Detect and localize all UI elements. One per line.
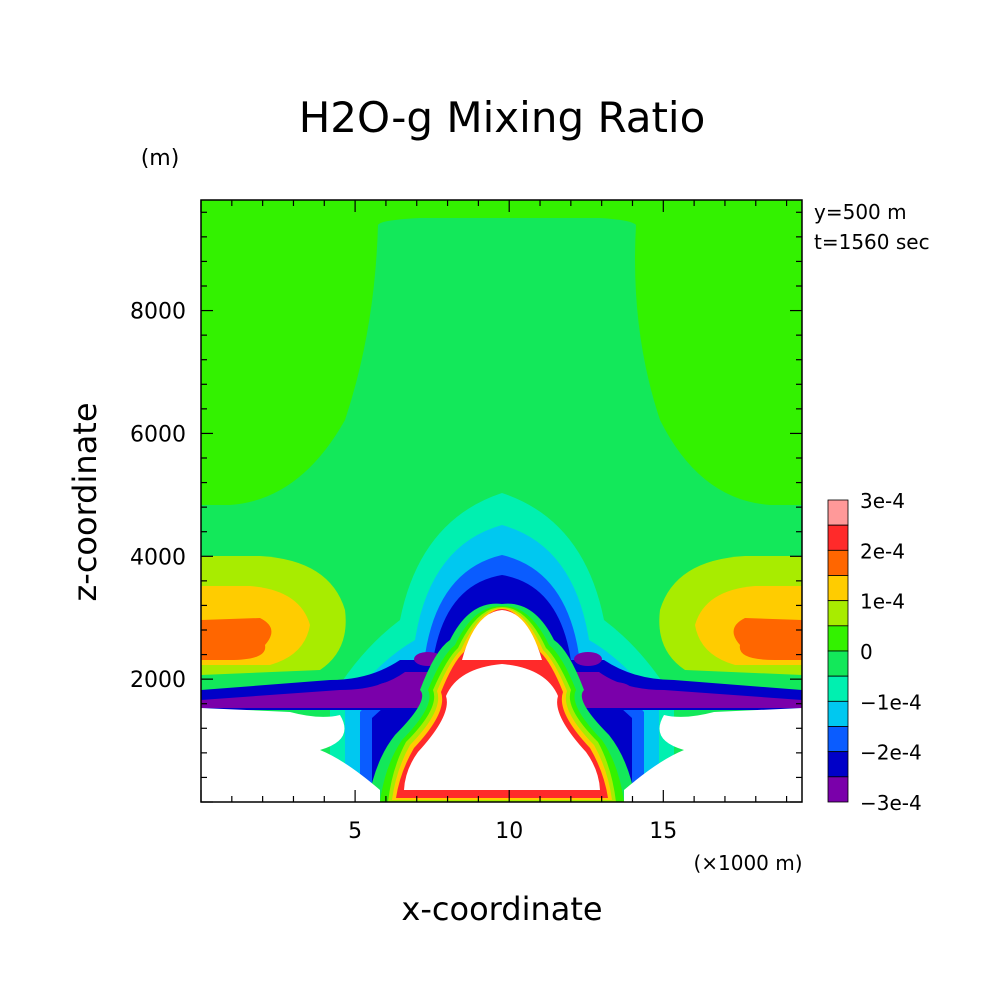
x-unit-label: (×1000 m) xyxy=(693,851,802,875)
y-tick-label: 8000 xyxy=(130,300,186,325)
chart-title: H2O-g Mixing Ratio xyxy=(299,93,706,142)
left-undefined xyxy=(201,708,380,802)
y-unit-label: (m) xyxy=(141,146,180,171)
plot-area xyxy=(201,200,802,802)
annotation-t: t=1560 sec xyxy=(814,230,930,254)
right-undefined xyxy=(624,708,802,802)
colorbar-swatch xyxy=(827,549,849,576)
colorbar-label: −2e-4 xyxy=(860,741,922,765)
colorbar-swatch xyxy=(827,650,849,677)
colorbar-swatch xyxy=(827,524,849,551)
colorbar-swatch xyxy=(827,776,849,803)
upper-moist-region xyxy=(201,200,802,505)
colorbar-swatch xyxy=(827,726,849,753)
colorbar-label: −1e-4 xyxy=(860,690,922,714)
colorbar-label: −3e-4 xyxy=(860,791,922,815)
y-tick-label: 2000 xyxy=(130,668,186,693)
colorbar: 3e-4 2e-4 1e-4 0 −1e-4 −2e-4 −3e-4 xyxy=(827,489,922,815)
axes: 5 10 15 2000 4000 6000 8000 xyxy=(130,199,803,844)
y-axis-label: z-coordinate xyxy=(66,402,104,601)
dry-spot-right xyxy=(574,652,602,666)
colorbar-label: 1e-4 xyxy=(860,590,905,614)
colorbar-swatch xyxy=(827,575,849,602)
core-lower-undefined xyxy=(404,664,600,790)
dry-spot-left2 xyxy=(374,682,410,698)
dry-spot-right2 xyxy=(596,682,632,698)
y-tick-label: 4000 xyxy=(130,545,186,570)
colorbar-swatch xyxy=(827,499,849,526)
core-upper-undefined xyxy=(462,610,542,660)
colorbar-swatch xyxy=(827,675,849,702)
contour-field xyxy=(201,200,802,802)
colorbar-swatch xyxy=(827,600,849,627)
colorbar-swatch xyxy=(827,700,849,727)
right-lobe-2e4 xyxy=(733,618,802,660)
y-tick-label: 6000 xyxy=(130,422,186,447)
x-axis-label: x-coordinate xyxy=(401,890,602,928)
x-tick-label: 15 xyxy=(649,819,677,844)
colorbar-label: 2e-4 xyxy=(860,539,905,563)
annotation-y: y=500 m xyxy=(814,200,907,224)
colorbar-label: 3e-4 xyxy=(860,489,905,513)
left-lobe-2e4 xyxy=(201,618,272,660)
colorbar-label: 0 xyxy=(860,640,873,664)
colorbar-swatch xyxy=(827,751,849,778)
x-tick-label: 10 xyxy=(495,819,523,844)
x-tick-label: 5 xyxy=(348,819,362,844)
colorbar-swatch xyxy=(827,625,849,652)
plot-frame xyxy=(200,199,803,803)
